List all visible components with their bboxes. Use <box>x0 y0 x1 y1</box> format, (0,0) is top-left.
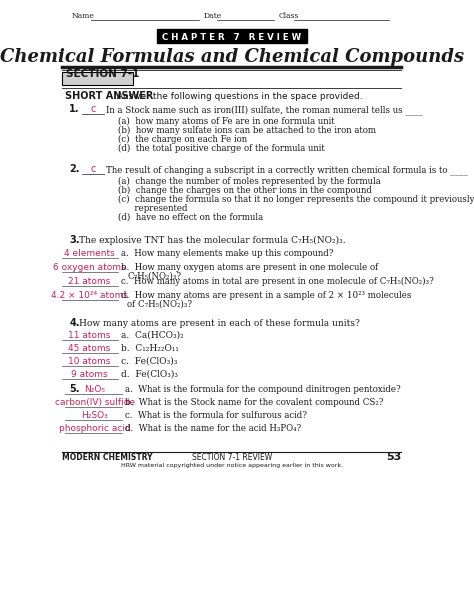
Text: SHORT ANSWER: SHORT ANSWER <box>65 91 154 101</box>
Text: 4.: 4. <box>69 318 80 328</box>
Text: Answer the following questions in the space provided.: Answer the following questions in the sp… <box>111 92 363 101</box>
Text: c.  What is the formula for sulfurous acid?: c. What is the formula for sulfurous aci… <box>125 411 307 420</box>
Text: 11 atoms: 11 atoms <box>68 331 110 340</box>
Text: c: c <box>90 164 96 174</box>
Text: MODERN CHEMISTRY: MODERN CHEMISTRY <box>62 453 153 462</box>
Text: (a)  how many atoms of Fe are in one formula unit: (a) how many atoms of Fe are in one form… <box>118 117 335 126</box>
Text: 21 atoms: 21 atoms <box>68 277 110 286</box>
Text: Name: Name <box>72 12 94 20</box>
Text: d.  How many atoms are present in a sample of 2 × 10²³ molecules: d. How many atoms are present in a sampl… <box>121 291 411 300</box>
Text: c.  How many atoms in total are present in one molecule of C₇H₅(NO₂)₃?: c. How many atoms in total are present i… <box>121 277 434 286</box>
Text: a.  Ca(HCO₃)₂: a. Ca(HCO₃)₂ <box>121 331 184 340</box>
Text: 5.: 5. <box>69 384 80 394</box>
Text: C₇H₅(NO₂)₃?: C₇H₅(NO₂)₃? <box>128 272 182 281</box>
Text: SECTION 7-1 REVIEW: SECTION 7-1 REVIEW <box>191 453 272 462</box>
Text: C H A P T E R   7   R E V I E W: C H A P T E R 7 R E V I E W <box>162 32 301 42</box>
Text: The result of changing a subscript in a correctly written chemical formula is to: The result of changing a subscript in a … <box>106 165 468 175</box>
Text: b.  C₁₂H₂₂O₁₁: b. C₁₂H₂₂O₁₁ <box>121 344 179 353</box>
Text: How many atoms are present in each of these formula units?: How many atoms are present in each of th… <box>79 319 360 328</box>
Text: d.  What is the name for the acid H₃PO₄?: d. What is the name for the acid H₃PO₄? <box>125 424 301 433</box>
Text: (c)  the charge on each Fe ion: (c) the charge on each Fe ion <box>118 135 247 144</box>
Text: (a)  change the number of moles represented by the formula: (a) change the number of moles represent… <box>118 177 381 186</box>
Text: SECTION 7-1: SECTION 7-1 <box>66 69 139 78</box>
Text: 45 atoms: 45 atoms <box>68 344 110 353</box>
Text: HRW material copyrighted under notice appearing earlier in this work.: HRW material copyrighted under notice ap… <box>121 463 343 468</box>
Text: represented: represented <box>118 204 188 213</box>
Text: d.  Fe(ClO₃)₃: d. Fe(ClO₃)₃ <box>121 370 178 379</box>
Text: a.  How many elements make up this compound?: a. How many elements make up this compou… <box>121 249 334 258</box>
Text: (c)  change the formula so that it no longer represents the compound it previous: (c) change the formula so that it no lon… <box>118 195 474 204</box>
Text: Chemical Formulas and Chemical Compounds: Chemical Formulas and Chemical Compounds <box>0 48 464 66</box>
Text: Class: Class <box>278 12 299 20</box>
Text: c.  Fe(ClO₃)₃: c. Fe(ClO₃)₃ <box>121 357 177 366</box>
Text: phosphoric acid: phosphoric acid <box>59 424 131 433</box>
FancyBboxPatch shape <box>62 72 134 85</box>
Text: c: c <box>90 104 96 114</box>
Text: The explosive TNT has the molecular formula C₇H₅(NO₂)₃.: The explosive TNT has the molecular form… <box>79 236 346 245</box>
Text: 10 atoms: 10 atoms <box>68 357 110 366</box>
Text: a.  What is the formula for the compound dinitrogen pentoxide?: a. What is the formula for the compound … <box>125 385 401 394</box>
Text: H₂SO₃: H₂SO₃ <box>82 411 108 420</box>
Text: 6 oxygen atoms: 6 oxygen atoms <box>53 263 126 272</box>
Text: (b)  change the charges on the other ions in the compound: (b) change the charges on the other ions… <box>118 186 372 195</box>
Text: b.  How many oxygen atoms are present in one molecule of: b. How many oxygen atoms are present in … <box>121 263 378 272</box>
Text: 4.2 × 10²⁴ atoms: 4.2 × 10²⁴ atoms <box>51 291 128 300</box>
Text: of C₇H₅(NO₂)₃?: of C₇H₅(NO₂)₃? <box>128 300 192 309</box>
Text: 9 atoms: 9 atoms <box>71 370 108 379</box>
FancyBboxPatch shape <box>157 29 307 43</box>
Text: 2.: 2. <box>69 164 80 174</box>
Text: b.  What is the Stock name for the covalent compound CS₂?: b. What is the Stock name for the covale… <box>125 398 383 407</box>
Text: N₂O₅: N₂O₅ <box>84 385 105 394</box>
Text: carbon(IV) sulfide: carbon(IV) sulfide <box>55 398 135 407</box>
Text: (d)  have no effect on the formula: (d) have no effect on the formula <box>118 213 263 222</box>
Text: 53: 53 <box>386 452 401 462</box>
Text: Date: Date <box>203 12 221 20</box>
Text: 3.: 3. <box>69 235 80 245</box>
Text: 1.: 1. <box>69 104 80 114</box>
Text: (d)  the total positive charge of the formula unit: (d) the total positive charge of the for… <box>118 144 325 153</box>
Text: 4 elements: 4 elements <box>64 249 115 258</box>
Text: (b)  how many sulfate ions can be attached to the iron atom: (b) how many sulfate ions can be attache… <box>118 126 376 135</box>
Text: In a Stock name such as iron(III) sulfate, the roman numeral tells us ____: In a Stock name such as iron(III) sulfat… <box>106 105 423 115</box>
